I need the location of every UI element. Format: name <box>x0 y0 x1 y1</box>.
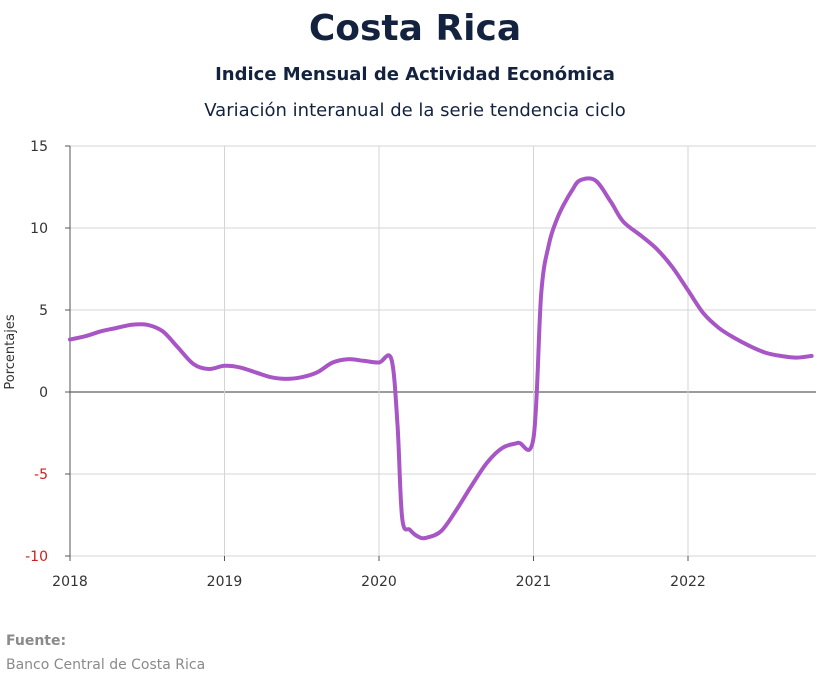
y-tick-label: 15 <box>30 139 48 155</box>
series-line-0 <box>68 176 814 541</box>
x-tick-label: 2019 <box>207 574 243 590</box>
y-axis-label: Porcentajes <box>3 314 18 389</box>
chart-title: Costa Rica <box>308 8 522 49</box>
y-tick-label: -5 <box>34 467 48 483</box>
x-tick-label: 2018 <box>52 574 88 590</box>
x-tick-label: 2021 <box>516 574 552 590</box>
chart-subtitle-secondary: Variación interanual de la serie tendenc… <box>204 100 626 121</box>
x-tick-label: 2020 <box>361 574 397 590</box>
source-label: Fuente: <box>6 633 67 649</box>
chart-subtitle: Indice Mensual de Actividad Económica <box>215 64 615 85</box>
source-text: Banco Central de Costa Rica <box>6 657 206 673</box>
y-tick-label: 5 <box>39 303 48 319</box>
y-tick-label: -10 <box>25 549 48 565</box>
y-tick-label: 0 <box>39 385 48 401</box>
x-tick-label: 2022 <box>670 574 706 590</box>
y-tick-label: 10 <box>30 221 48 237</box>
series-layer <box>68 176 814 541</box>
